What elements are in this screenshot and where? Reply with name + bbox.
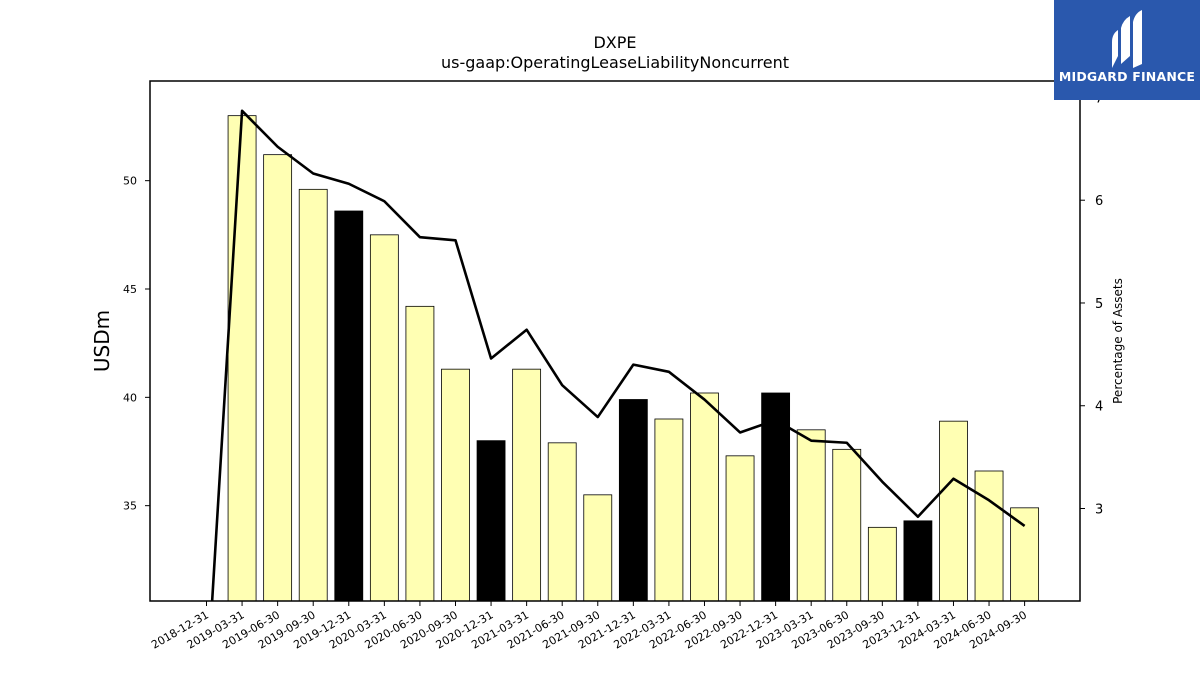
- brand-logo: MIDGARD FINANCE: [1054, 0, 1200, 100]
- plot-frame: [149, 80, 1081, 602]
- y2-axis-label: Percentage of Assets: [1111, 278, 1125, 404]
- line-layer: [210, 109, 1026, 601]
- bar-2024-03-31: [939, 420, 968, 602]
- bar-2022-12-31: [761, 392, 791, 602]
- chart-title: DXPE: [593, 33, 636, 52]
- bar-2020-12-31: [476, 440, 506, 602]
- bar-2023-03-31: [796, 429, 826, 602]
- bar-2019-09-30: [298, 188, 328, 602]
- y-tick-label: 35: [123, 500, 137, 513]
- bar-2022-06-30: [690, 392, 719, 602]
- bar-2022-03-31: [654, 418, 684, 602]
- bar-2020-09-30: [441, 368, 470, 602]
- y-tick-label: 45: [123, 283, 137, 296]
- brand-name: MIDGARD FINANCE: [1058, 69, 1196, 84]
- bar-2024-06-30: [974, 470, 1004, 602]
- bar-2023-06-30: [832, 448, 862, 602]
- bar-2020-03-31: [369, 234, 399, 602]
- percentage-line: [210, 109, 1026, 601]
- bar-2023-12-31: [903, 520, 933, 602]
- y2-tick-label: 6: [1095, 194, 1103, 209]
- bar-group: [227, 115, 1040, 602]
- bar-2023-09-30: [867, 526, 897, 602]
- y-axis-label: USDm: [90, 310, 114, 372]
- bar-2020-06-30: [405, 305, 435, 602]
- y2-tick-label: 3: [1095, 503, 1103, 518]
- bar-2021-03-31: [512, 368, 542, 602]
- midgard-logo-icon: [1112, 10, 1142, 68]
- chart-subtitle: us-gaap:OperatingLeaseLiabilityNoncurren…: [441, 53, 789, 72]
- bar-2019-06-30: [263, 154, 293, 602]
- bar-2021-12-31: [618, 399, 648, 602]
- bar-2022-09-30: [725, 455, 755, 602]
- bar-2021-06-30: [547, 442, 577, 602]
- bar-2024-09-30: [1010, 507, 1040, 602]
- y2-tick-label: 4: [1095, 400, 1103, 415]
- bar-2021-09-30: [583, 494, 613, 602]
- y-tick-label: 50: [123, 175, 137, 188]
- bar-2019-12-31: [334, 210, 364, 602]
- y-tick-label: 40: [123, 391, 137, 404]
- y2-tick-label: 5: [1095, 297, 1103, 312]
- bar-2019-03-31: [227, 115, 257, 602]
